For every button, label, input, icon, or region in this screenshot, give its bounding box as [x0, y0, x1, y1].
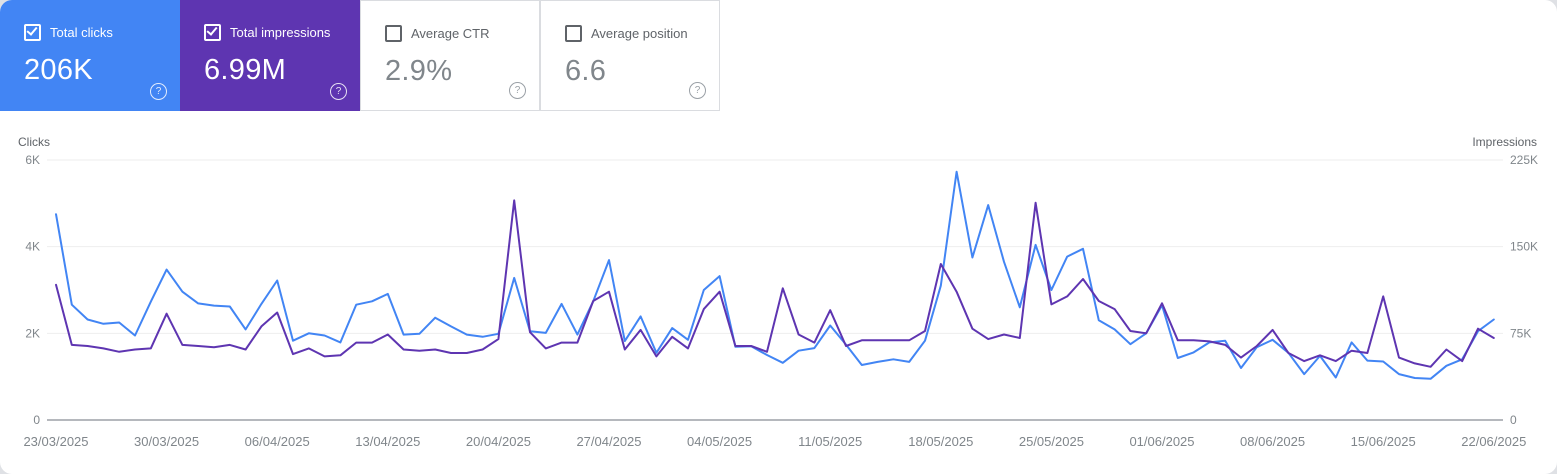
right-axis-tick-label: 150K	[1510, 240, 1538, 254]
help-icon[interactable]: ?	[509, 82, 526, 99]
card-total-impressions[interactable]: Total impressions 6.99M ?	[180, 0, 360, 111]
left-axis-tick-label: 2K	[25, 326, 40, 340]
card-average-ctr[interactable]: Average CTR 2.9% ?	[360, 0, 540, 111]
x-axis-tick-label: 20/04/2025	[466, 434, 531, 449]
x-axis-tick-label: 25/05/2025	[1019, 434, 1084, 449]
x-axis-tick-label: 04/05/2025	[687, 434, 752, 449]
checkbox-total-impressions-checked[interactable]	[204, 24, 221, 41]
card-total-clicks-value: 206K	[24, 54, 93, 86]
x-axis-tick-label: 11/05/2025	[798, 434, 862, 449]
x-axis-tick-label: 23/03/2025	[23, 434, 88, 449]
help-icon[interactable]: ?	[689, 82, 706, 99]
right-axis-tick-label: 225K	[1510, 153, 1538, 167]
help-icon[interactable]: ?	[330, 83, 347, 100]
series-line-clicks[interactable]	[55, 170, 1495, 380]
series-line-impressions[interactable]	[55, 199, 1495, 368]
left-axis-title: Clicks	[18, 135, 50, 149]
checkbox-average-ctr-unchecked[interactable]	[385, 25, 402, 42]
x-axis-tick-label: 30/03/2025	[134, 434, 199, 449]
card-average-position-value: 6.6	[565, 55, 607, 87]
left-axis-tick-label: 4K	[25, 240, 40, 254]
checkbox-total-clicks-checked[interactable]	[24, 24, 41, 41]
right-axis-tick-label: 0	[1510, 413, 1517, 427]
card-average-ctr-value: 2.9%	[385, 55, 453, 87]
x-axis-tick-label: 13/04/2025	[355, 434, 420, 449]
x-axis-tick-label: 08/06/2025	[1240, 434, 1305, 449]
x-axis-tick-label: 01/06/2025	[1129, 434, 1194, 449]
left-axis-tick-label: 6K	[25, 153, 40, 167]
card-total-clicks-label: Total clicks	[50, 25, 113, 40]
left-axis-tick-label: 0	[33, 413, 40, 427]
card-total-clicks[interactable]: Total clicks 206K ?	[0, 0, 180, 111]
checkbox-average-position-unchecked[interactable]	[565, 25, 582, 42]
right-axis-title: Impressions	[1472, 135, 1537, 149]
x-axis-tick-label: 06/04/2025	[245, 434, 310, 449]
metric-cards-row: Total clicks 206K ? Total impressions 6.…	[0, 0, 720, 111]
card-average-position[interactable]: Average position 6.6 ?	[540, 0, 720, 111]
x-axis-tick-label: 27/04/2025	[576, 434, 641, 449]
card-total-impressions-value: 6.99M	[204, 54, 287, 86]
x-axis-tick-label: 22/06/2025	[1461, 434, 1526, 449]
help-icon[interactable]: ?	[150, 83, 167, 100]
x-axis-tick-label: 18/05/2025	[908, 434, 973, 449]
x-axis-tick-label: 15/06/2025	[1351, 434, 1416, 449]
right-axis-tick-label: 75K	[1510, 326, 1531, 340]
card-total-impressions-label: Total impressions	[230, 25, 331, 40]
card-average-ctr-label: Average CTR	[411, 26, 490, 41]
card-average-position-label: Average position	[591, 26, 688, 41]
